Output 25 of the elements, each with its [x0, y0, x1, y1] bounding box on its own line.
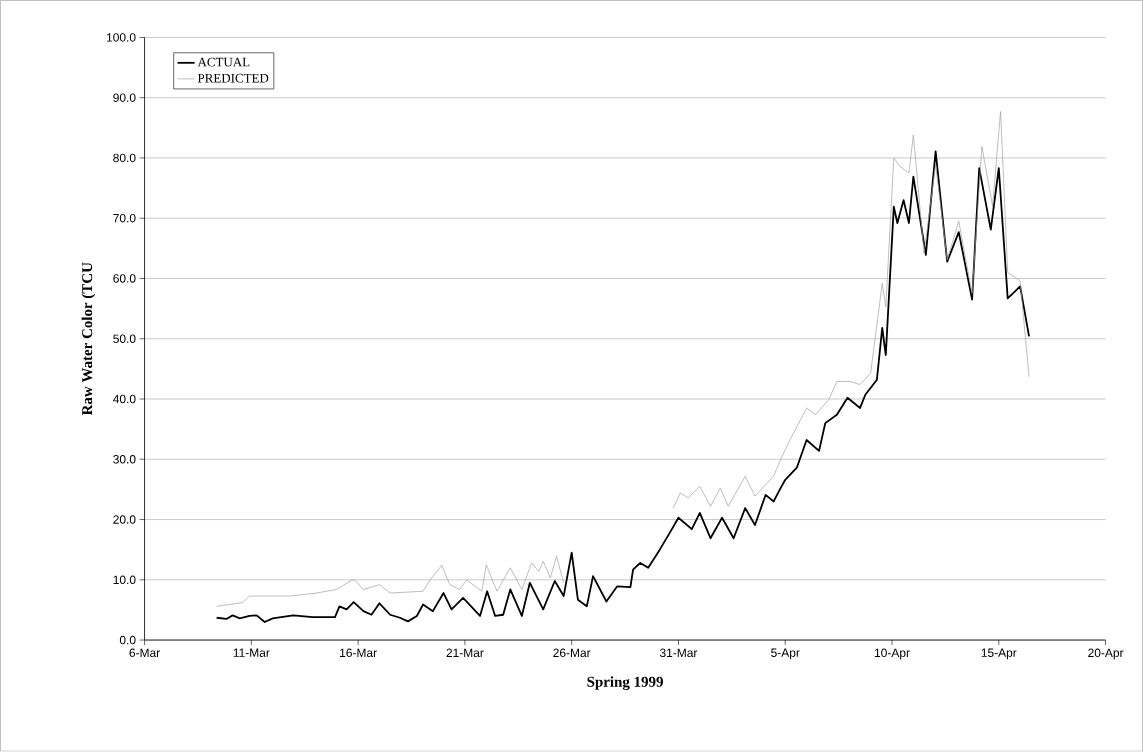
y-tick-label: 40.0: [113, 394, 136, 404]
x-tick-label: 6-Mar: [129, 648, 160, 658]
y-tick-label: 30.0: [113, 455, 136, 464]
y-tick-label: 80.0: [113, 153, 136, 163]
x-tick-label: 16-Mar: [340, 648, 377, 658]
x-tick-label: 26-Mar: [553, 648, 591, 658]
x-tick-label: 20-Apr: [1088, 648, 1124, 660]
y-tick-label: 50.0: [113, 334, 136, 344]
x-tick-label: 10-Apr: [874, 648, 910, 660]
y-tick-label: 60.0: [113, 274, 136, 283]
x-tick-label: 31-Mar: [659, 648, 698, 658]
legend-label: PREDICTED: [197, 74, 269, 83]
legend-label: ACTUAL: [197, 57, 250, 67]
x-tick-label: 21-Mar: [446, 648, 484, 658]
y-tick-label: 70.0: [113, 214, 136, 223]
x-axis-title: Spring 1999: [587, 676, 663, 691]
y-tick-label: 10.0: [113, 575, 136, 585]
x-tick-label: 5-Apr: [771, 648, 800, 660]
y-tick-label: 0.0: [119, 636, 136, 645]
y-tick-label: 20.0: [113, 515, 136, 524]
y-axis-title: Raw Water Color (TCU: [81, 262, 96, 416]
y-tick-label: 100.0: [106, 33, 136, 42]
x-tick-label: 15-Apr: [981, 648, 1017, 660]
x-tick-label: 11-Mar: [233, 648, 270, 658]
y-tick-label: 90.0: [113, 93, 136, 103]
